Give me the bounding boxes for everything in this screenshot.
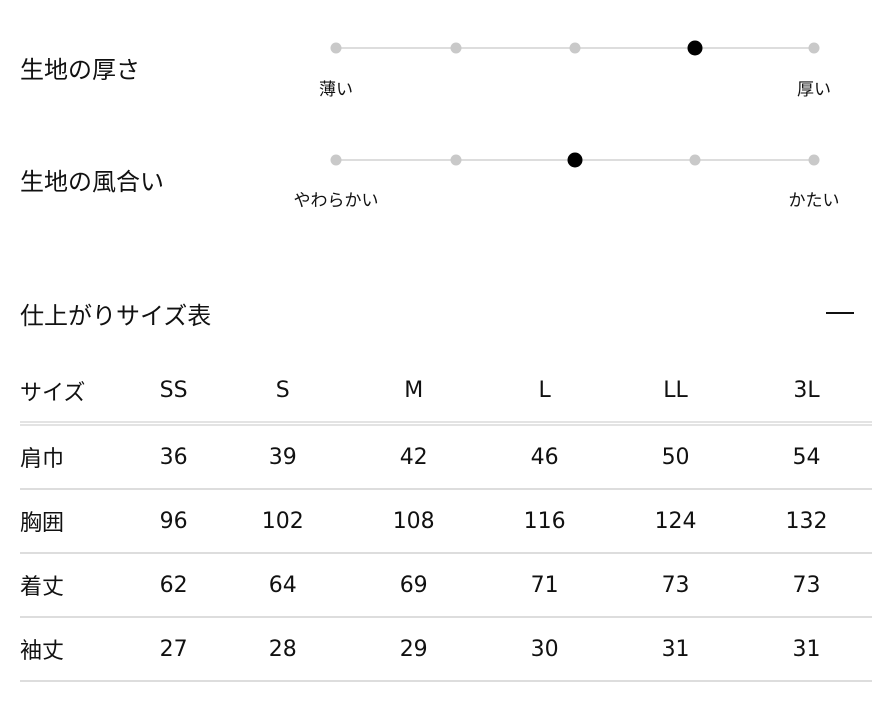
table-cell: 50 xyxy=(661,444,690,470)
scale-max-label: かたい xyxy=(788,191,840,211)
table-cell: 31 xyxy=(792,636,821,662)
attribute-label: 生地の厚さ xyxy=(20,56,140,84)
table-row: 肩巾 36 39 42 46 50 54 xyxy=(20,424,872,489)
scale-dot xyxy=(569,42,581,54)
table-cell: 31 xyxy=(661,636,690,662)
scale-max-label: 厚い xyxy=(797,80,831,100)
table-row: 着丈 62 64 69 71 73 73 xyxy=(20,553,872,617)
table-cell: 29 xyxy=(399,636,428,662)
scale-dot xyxy=(450,154,462,166)
table-cell: 69 xyxy=(399,572,428,598)
row-label: 着丈 xyxy=(20,575,65,600)
attribute-label: 生地の風合い xyxy=(20,168,164,196)
table-row: 袖丈 27 28 29 30 31 31 xyxy=(20,617,872,681)
table-cell: 73 xyxy=(661,572,690,598)
table-cell: 73 xyxy=(792,572,821,598)
table-cell: 28 xyxy=(268,636,297,662)
table-cell: 54 xyxy=(792,444,821,470)
column-header: L xyxy=(538,378,551,403)
scale-dot xyxy=(808,42,820,54)
table-cell: 96 xyxy=(159,508,188,534)
table-cell: 46 xyxy=(530,444,559,470)
table-cell: 42 xyxy=(399,444,428,470)
scale-dot xyxy=(450,42,462,54)
table-cell: 64 xyxy=(268,572,297,598)
scale-dot xyxy=(330,154,342,166)
table-row: 胸囲 96 102 108 116 124 132 xyxy=(20,489,872,553)
scale-dot xyxy=(808,154,820,166)
column-header: M xyxy=(404,378,424,403)
scale-dot xyxy=(330,42,342,54)
table-cell: 132 xyxy=(785,508,828,534)
scale-min-label: やわらかい xyxy=(293,191,379,211)
scale-min-label: 薄い xyxy=(319,80,353,100)
table-cell: 124 xyxy=(654,508,697,534)
scale-dot-selected xyxy=(687,40,703,56)
column-header: SS xyxy=(159,378,188,403)
column-header: 3L xyxy=(793,378,820,403)
table-cell: 102 xyxy=(261,508,304,534)
table-cell: 116 xyxy=(523,508,566,534)
column-header: サイズ xyxy=(20,380,86,406)
table-cell: 108 xyxy=(392,508,435,534)
table-cell: 30 xyxy=(530,636,559,662)
row-label: 胸囲 xyxy=(20,511,65,536)
table-header-row: サイズ SS S M L LL 3L xyxy=(20,360,872,424)
row-label: 肩巾 xyxy=(20,447,65,472)
table-cell: 36 xyxy=(159,444,188,470)
row-label: 袖丈 xyxy=(20,639,65,664)
table-cell: 62 xyxy=(159,572,188,598)
scale-dot xyxy=(689,154,701,166)
column-header: S xyxy=(275,378,290,403)
scale-dot-selected xyxy=(567,152,583,168)
column-header: LL xyxy=(663,378,688,403)
size-table-title: 仕上がりサイズ表 xyxy=(20,302,212,330)
table-cell: 27 xyxy=(159,636,188,662)
size-table: サイズ SS S M L LL 3L 肩巾 36 39 42 46 50 54 胸囲 96 102 108 116… xyxy=(20,360,872,682)
table-cell: 71 xyxy=(530,572,559,598)
minus-icon[interactable] xyxy=(826,312,854,314)
table-cell: 39 xyxy=(268,444,297,470)
